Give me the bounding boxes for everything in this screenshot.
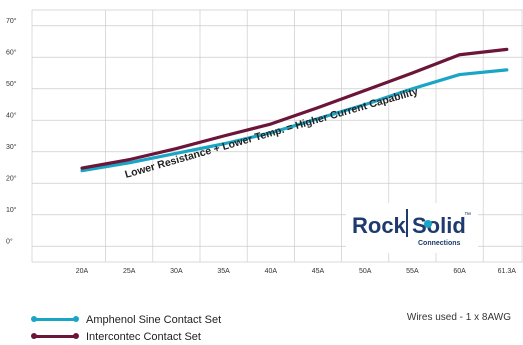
x-axis-ticks: 20A 25A 30A 35A 40A 45A 50A 55A 60A 61.3A	[76, 268, 517, 275]
x-tick-label: 20A	[76, 268, 89, 275]
y-tick-label: 10°	[6, 206, 17, 214]
x-tick-label: 55A	[406, 268, 419, 275]
legend-label-amphenol: Amphenol Sine Contact Set	[86, 314, 221, 326]
legend-swatch-intercontec	[32, 335, 78, 338]
x-tick-label: 60A	[453, 268, 466, 275]
rock-solid-connections-logo: Rock Solid ™ Connections	[346, 203, 478, 253]
x-tick-label: 45A	[312, 268, 325, 275]
y-tick-label: 50°	[6, 80, 17, 88]
y-tick-label: 20°	[6, 174, 17, 182]
y-tick-label: 70°	[6, 17, 17, 25]
y-tick-label: 30°	[6, 143, 17, 151]
wires-note: Wires used - 1 x 8AWG	[407, 312, 511, 323]
legend-item-intercontec: Intercontec Contact Set	[32, 328, 221, 345]
y-tick-label: 60°	[6, 48, 17, 56]
chart-legend: Amphenol Sine Contact Set Intercontec Co…	[32, 311, 221, 345]
svg-text:Rock: Rock	[352, 213, 407, 238]
x-tick-label: 30A	[170, 268, 183, 275]
y-axis-ticks: 0° 10° 20° 30° 40° 50° 60° 70°	[6, 17, 17, 246]
line-chart: 0° 10° 20° 30° 40° 50° 60° 70° 20A 25A 30A 35A 40A 4…	[0, 0, 523, 300]
svg-text:Solid: Solid	[412, 213, 466, 238]
legend-item-amphenol: Amphenol Sine Contact Set	[32, 311, 221, 328]
x-tick-label: 61.3A	[498, 268, 517, 275]
x-tick-label: 40A	[265, 268, 278, 275]
y-tick-label: 0°	[6, 237, 13, 245]
x-tick-label: 35A	[217, 268, 230, 275]
legend-swatch-amphenol	[32, 318, 78, 321]
legend-label-intercontec: Intercontec Contact Set	[86, 331, 201, 343]
svg-text:Connections: Connections	[418, 240, 460, 247]
chart-annotation: Lower Resistance + Lower Temp. = Higher …	[124, 85, 420, 180]
svg-text:™: ™	[464, 212, 471, 219]
y-tick-label: 40°	[6, 111, 17, 119]
x-tick-label: 25A	[123, 268, 136, 275]
x-tick-label: 50A	[359, 268, 372, 275]
